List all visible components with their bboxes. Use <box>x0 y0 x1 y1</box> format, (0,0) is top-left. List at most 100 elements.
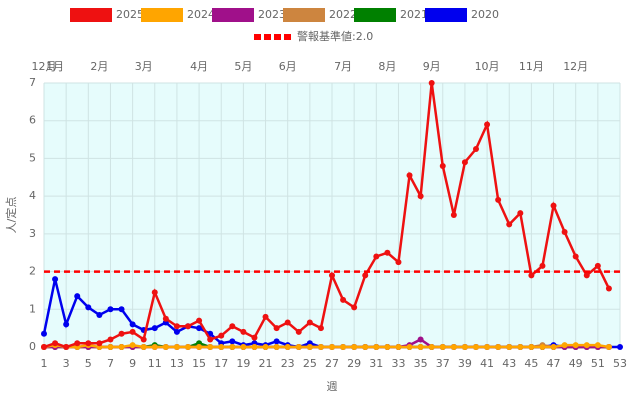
legend-label: 2021 <box>400 8 428 21</box>
data-point <box>450 212 457 218</box>
data-point <box>284 319 291 326</box>
data-point <box>107 344 114 350</box>
x-axis-title: 週 <box>327 380 338 393</box>
data-point <box>583 272 590 279</box>
data-point <box>151 344 158 350</box>
data-point <box>539 344 546 350</box>
x-tick-label: 49 <box>569 357 583 370</box>
data-point <box>439 162 446 169</box>
data-point <box>107 306 114 313</box>
month-tick-label: 10月 <box>475 60 500 73</box>
data-point <box>417 193 424 200</box>
data-point <box>450 344 457 350</box>
data-point <box>605 344 612 350</box>
data-point <box>306 344 313 350</box>
data-point <box>550 202 557 209</box>
data-point <box>561 342 568 349</box>
data-point <box>96 340 103 347</box>
data-point <box>129 328 136 335</box>
data-point <box>495 344 502 350</box>
data-point <box>329 344 335 350</box>
y-tick-label: 6 <box>29 114 36 127</box>
data-point <box>295 328 302 335</box>
y-tick-label: 1 <box>29 302 36 315</box>
data-point <box>572 253 579 260</box>
legend-swatch <box>141 8 183 22</box>
y-tick-label: 0 <box>29 340 36 353</box>
x-tick-label: 35 <box>414 357 428 370</box>
month-tick-label: 12月 <box>32 60 57 73</box>
x-tick-label: 25 <box>303 357 317 370</box>
data-point <box>229 338 236 345</box>
month-tick-label: 1月 <box>46 60 64 73</box>
data-point <box>273 325 280 332</box>
data-point <box>594 262 601 269</box>
data-point <box>484 121 491 128</box>
data-point <box>240 328 247 335</box>
data-point <box>439 344 446 350</box>
data-point <box>262 313 269 320</box>
data-point <box>317 344 324 350</box>
data-point <box>417 344 424 350</box>
data-point <box>506 221 513 228</box>
data-point <box>196 325 203 332</box>
data-point <box>495 196 502 203</box>
x-tick-label: 7 <box>107 357 114 370</box>
data-point <box>229 344 236 350</box>
data-point <box>140 336 147 343</box>
data-point <box>196 317 203 324</box>
x-tick-label: 43 <box>502 357 516 370</box>
data-point <box>351 344 358 350</box>
data-point <box>384 344 391 350</box>
x-tick-label: 9 <box>129 357 136 370</box>
x-tick-label: 39 <box>458 357 472 370</box>
x-tick-label: 13 <box>170 357 184 370</box>
x-tick-label: 15 <box>192 357 206 370</box>
data-point <box>207 344 214 350</box>
data-point <box>196 344 203 350</box>
data-point <box>528 272 535 279</box>
x-tick-label: 5 <box>85 357 92 370</box>
series-line <box>43 82 611 349</box>
data-point <box>173 328 180 335</box>
x-tick-label: 51 <box>591 357 605 370</box>
data-point <box>317 325 324 332</box>
data-point <box>417 336 424 343</box>
month-tick-label: 2月 <box>90 60 108 73</box>
data-point <box>506 344 513 350</box>
x-tick-label: 41 <box>480 357 494 370</box>
legend-label: 2022 <box>329 8 357 21</box>
series-line <box>43 343 610 349</box>
data-point <box>428 344 435 350</box>
month-tick-label: 11月 <box>519 60 544 73</box>
data-point <box>118 306 125 313</box>
data-point <box>406 172 413 179</box>
x-tick-label: 47 <box>547 357 561 370</box>
month-tick-label: 7月 <box>334 60 352 73</box>
data-point <box>484 344 491 350</box>
month-tick-label: 9月 <box>423 60 441 73</box>
data-point <box>473 344 479 350</box>
data-point <box>362 344 369 350</box>
legend-label: 2020 <box>471 8 499 21</box>
data-point <box>185 344 191 350</box>
data-point <box>229 323 236 330</box>
month-tick-label: 8月 <box>378 60 396 73</box>
data-point <box>85 304 92 311</box>
data-point <box>162 344 169 350</box>
data-point <box>129 321 136 328</box>
data-point <box>52 340 59 347</box>
data-point <box>295 344 302 350</box>
y-tick-label: 5 <box>29 151 36 164</box>
data-point <box>262 344 269 350</box>
data-point <box>173 323 180 330</box>
data-point <box>617 344 623 350</box>
data-point <box>517 344 524 350</box>
data-point <box>528 344 535 350</box>
data-point <box>74 293 81 300</box>
legend-swatch <box>425 8 467 22</box>
data-point <box>240 344 247 350</box>
data-point <box>207 336 214 343</box>
data-point <box>605 285 612 292</box>
x-tick-label: 1 <box>41 357 48 370</box>
